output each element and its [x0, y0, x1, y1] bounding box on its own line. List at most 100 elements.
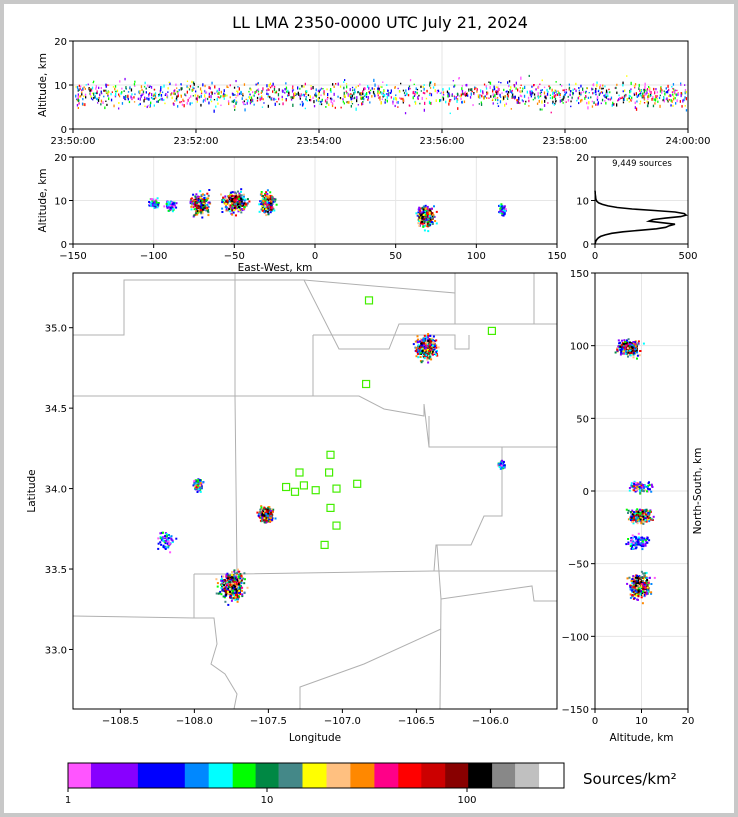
source-point — [262, 206, 265, 209]
source-point — [267, 104, 269, 108]
source-point — [285, 86, 288, 90]
source-point — [228, 200, 231, 202]
source-point — [198, 489, 201, 492]
source-point — [241, 593, 244, 596]
source-point — [243, 100, 245, 103]
source-point — [239, 593, 242, 595]
source-point — [230, 599, 233, 602]
source-point — [234, 575, 237, 578]
source-point — [496, 96, 499, 99]
source-point — [367, 96, 369, 100]
source-point — [313, 100, 315, 104]
source-point — [240, 188, 243, 191]
source-point — [196, 491, 199, 493]
source-point — [269, 82, 271, 86]
source-point — [426, 210, 429, 212]
source-point — [243, 591, 246, 594]
source-point — [672, 88, 675, 91]
source-point — [511, 92, 513, 95]
source-point — [219, 590, 222, 593]
source-point — [629, 518, 632, 520]
source-point — [218, 87, 220, 91]
source-point — [220, 578, 223, 581]
source-point — [423, 344, 425, 347]
source-point — [100, 90, 102, 93]
source-point — [231, 573, 233, 576]
source-point — [437, 346, 440, 349]
source-point — [465, 93, 468, 97]
source-point — [261, 205, 264, 208]
source-point — [309, 95, 311, 99]
source-point — [639, 513, 642, 516]
source-point — [171, 210, 174, 213]
source-point — [618, 94, 620, 97]
source-point — [301, 94, 303, 97]
source-point — [171, 92, 173, 95]
source-point — [337, 82, 339, 86]
source-point — [267, 203, 270, 206]
source-point — [646, 509, 649, 512]
source-point — [118, 95, 121, 98]
source-point — [224, 600, 227, 603]
source-point — [243, 102, 245, 106]
source-point — [160, 97, 162, 101]
source-point — [593, 92, 595, 95]
source-point — [235, 80, 237, 83]
source-point — [249, 87, 251, 90]
source-point — [685, 109, 688, 112]
source-point — [465, 93, 467, 96]
source-point — [343, 81, 345, 83]
y-axis-label: Latitude — [26, 469, 38, 512]
source-point — [201, 199, 204, 202]
source-point — [653, 87, 655, 91]
source-point — [257, 514, 260, 517]
source-point — [124, 96, 126, 99]
source-point — [232, 211, 235, 214]
source-point — [433, 205, 435, 208]
source-point — [634, 513, 637, 516]
source-point — [235, 199, 238, 202]
source-point — [264, 205, 267, 208]
source-point — [636, 519, 639, 522]
source-point — [227, 580, 230, 583]
source-point — [442, 96, 444, 99]
source-point — [539, 108, 541, 111]
source-point — [427, 336, 430, 339]
source-point — [665, 87, 667, 90]
source-point — [562, 98, 564, 101]
source-point — [148, 97, 150, 101]
source-point — [266, 89, 268, 92]
source-point — [635, 92, 637, 96]
source-point — [232, 587, 235, 590]
source-point — [192, 484, 195, 487]
source-point — [112, 86, 115, 88]
lma-station-marker — [332, 521, 341, 530]
source-point — [634, 350, 637, 353]
source-point — [519, 87, 521, 89]
source-point — [545, 97, 547, 100]
source-point — [575, 89, 577, 93]
source-point — [227, 195, 230, 197]
source-point — [133, 83, 136, 86]
source-point — [323, 90, 325, 93]
source-point — [586, 101, 588, 105]
source-point — [159, 92, 162, 94]
source-point — [415, 350, 418, 353]
source-point — [159, 541, 162, 544]
source-point — [561, 85, 563, 87]
source-point — [635, 107, 638, 111]
source-point — [233, 595, 236, 598]
source-point — [578, 87, 580, 89]
source-point — [422, 208, 425, 211]
source-point — [301, 101, 303, 103]
source-point — [669, 94, 672, 97]
source-point — [634, 544, 636, 547]
source-point — [672, 93, 674, 96]
source-point — [270, 208, 273, 211]
source-point — [94, 95, 96, 99]
source-point — [161, 97, 163, 101]
source-point — [233, 206, 236, 209]
source-point — [266, 204, 269, 206]
source-point — [211, 91, 213, 95]
source-point — [627, 518, 630, 521]
